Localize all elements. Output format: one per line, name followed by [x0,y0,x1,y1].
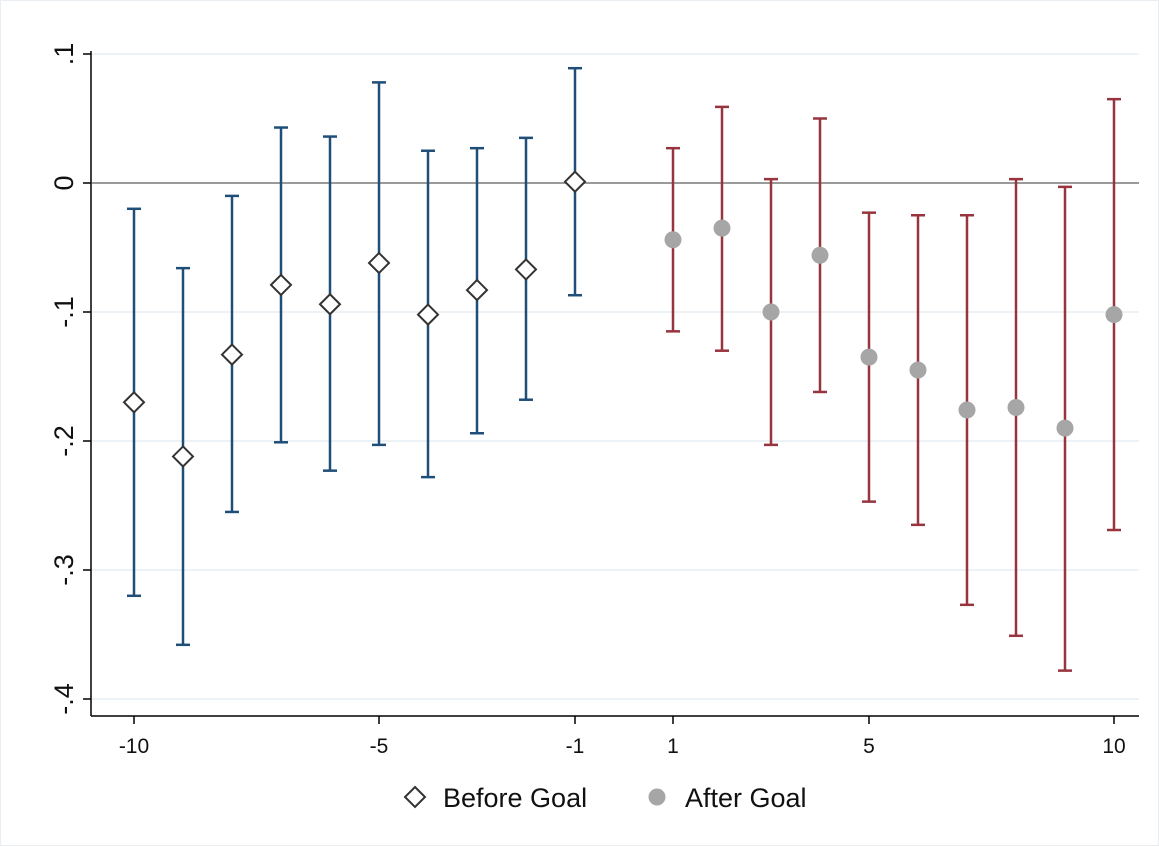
legend-label-before: Before Goal [443,783,587,813]
y-tick-label-3: -.2 [49,425,79,457]
marker-before-3 [269,273,293,297]
marker-before-5 [367,251,391,275]
marker-before-0 [122,390,146,414]
x-tick-label-3: 1 [667,735,679,758]
confidence-intervals [127,66,1121,672]
x-tick-label-2: -1 [566,735,585,758]
marker-after-3 [811,246,829,264]
marker-before-4 [318,292,342,316]
x-axis-ticks: -10 -5 -1 1 5 10 [119,716,1126,758]
y-tick-label-1: 0 [49,175,79,190]
marker-after-9 [1105,306,1123,324]
axes [90,51,1139,717]
marker-after-5 [909,361,927,379]
legend: Before Goal After Goal [403,783,807,813]
marker-before-2 [220,343,244,366]
x-tick-label-5: 10 [1102,735,1125,758]
x-tick-label-1: -5 [370,735,389,758]
marker-after-0 [664,231,682,249]
marker-before-1 [171,445,195,468]
x-tick-label-0: -10 [119,735,149,758]
marker-after-6 [958,401,976,419]
marker-before-7 [465,278,489,302]
marker-after-7 [1007,398,1025,416]
marker-after-2 [762,303,780,321]
marker-before-8 [514,258,538,281]
y-tick-label-0: .1 [49,43,79,66]
marker-after-8 [1056,419,1074,437]
y-axis-ticks: .1 0 -.1 -.2 -.3 -.4 [49,43,91,715]
x-tick-label-4: 5 [863,735,875,758]
marker-after-1 [713,219,731,237]
y-tick-label-4: -.3 [49,554,79,586]
marker-after-4 [860,348,878,366]
y-tick-label-2: -.1 [49,296,79,328]
legend-marker-after [648,788,666,806]
y-tick-label-5: -.4 [49,683,79,715]
grid-lines [92,53,1139,700]
marker-before-6 [416,303,440,326]
marker-before-9 [563,170,587,194]
legend-marker-before [403,785,427,809]
legend-label-after: After Goal [685,783,807,813]
point-estimates [122,170,1123,468]
